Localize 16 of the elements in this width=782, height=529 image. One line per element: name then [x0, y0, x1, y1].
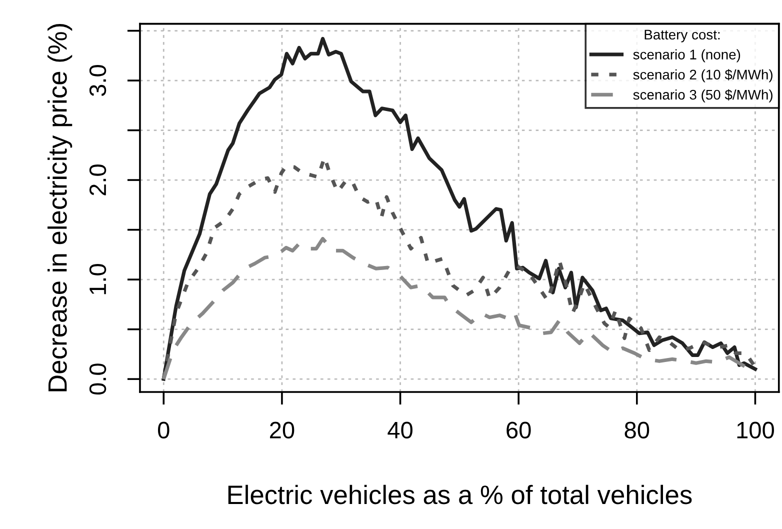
legend-label: scenario 1 (none) — [633, 49, 740, 62]
legend-label: scenario 3 (50 $/MWh) — [633, 89, 772, 102]
x-axis-title: Electric vehicles as a % of total vehicles — [228, 484, 692, 504]
y-tick-label: 1.0 — [89, 264, 106, 294]
y-tick-label: 2.0 — [89, 164, 106, 196]
legend-title: Battery cost: — [644, 30, 720, 42]
x-tick-label: 20 — [270, 422, 294, 438]
y-tick-label: 0.0 — [89, 364, 106, 395]
legend-label: scenario 2 (10 $/MWh) — [633, 69, 772, 82]
x-tick-label: 0 — [158, 422, 170, 438]
y-tick-label: 3.0 — [89, 65, 106, 96]
x-tick-label: 100 — [737, 422, 774, 438]
x-tick-label: 80 — [624, 422, 650, 438]
y-axis-title: Decrease in electricity price (%) — [48, 24, 72, 392]
x-tick-label: 40 — [388, 422, 412, 438]
x-tick-label: 60 — [506, 422, 531, 438]
